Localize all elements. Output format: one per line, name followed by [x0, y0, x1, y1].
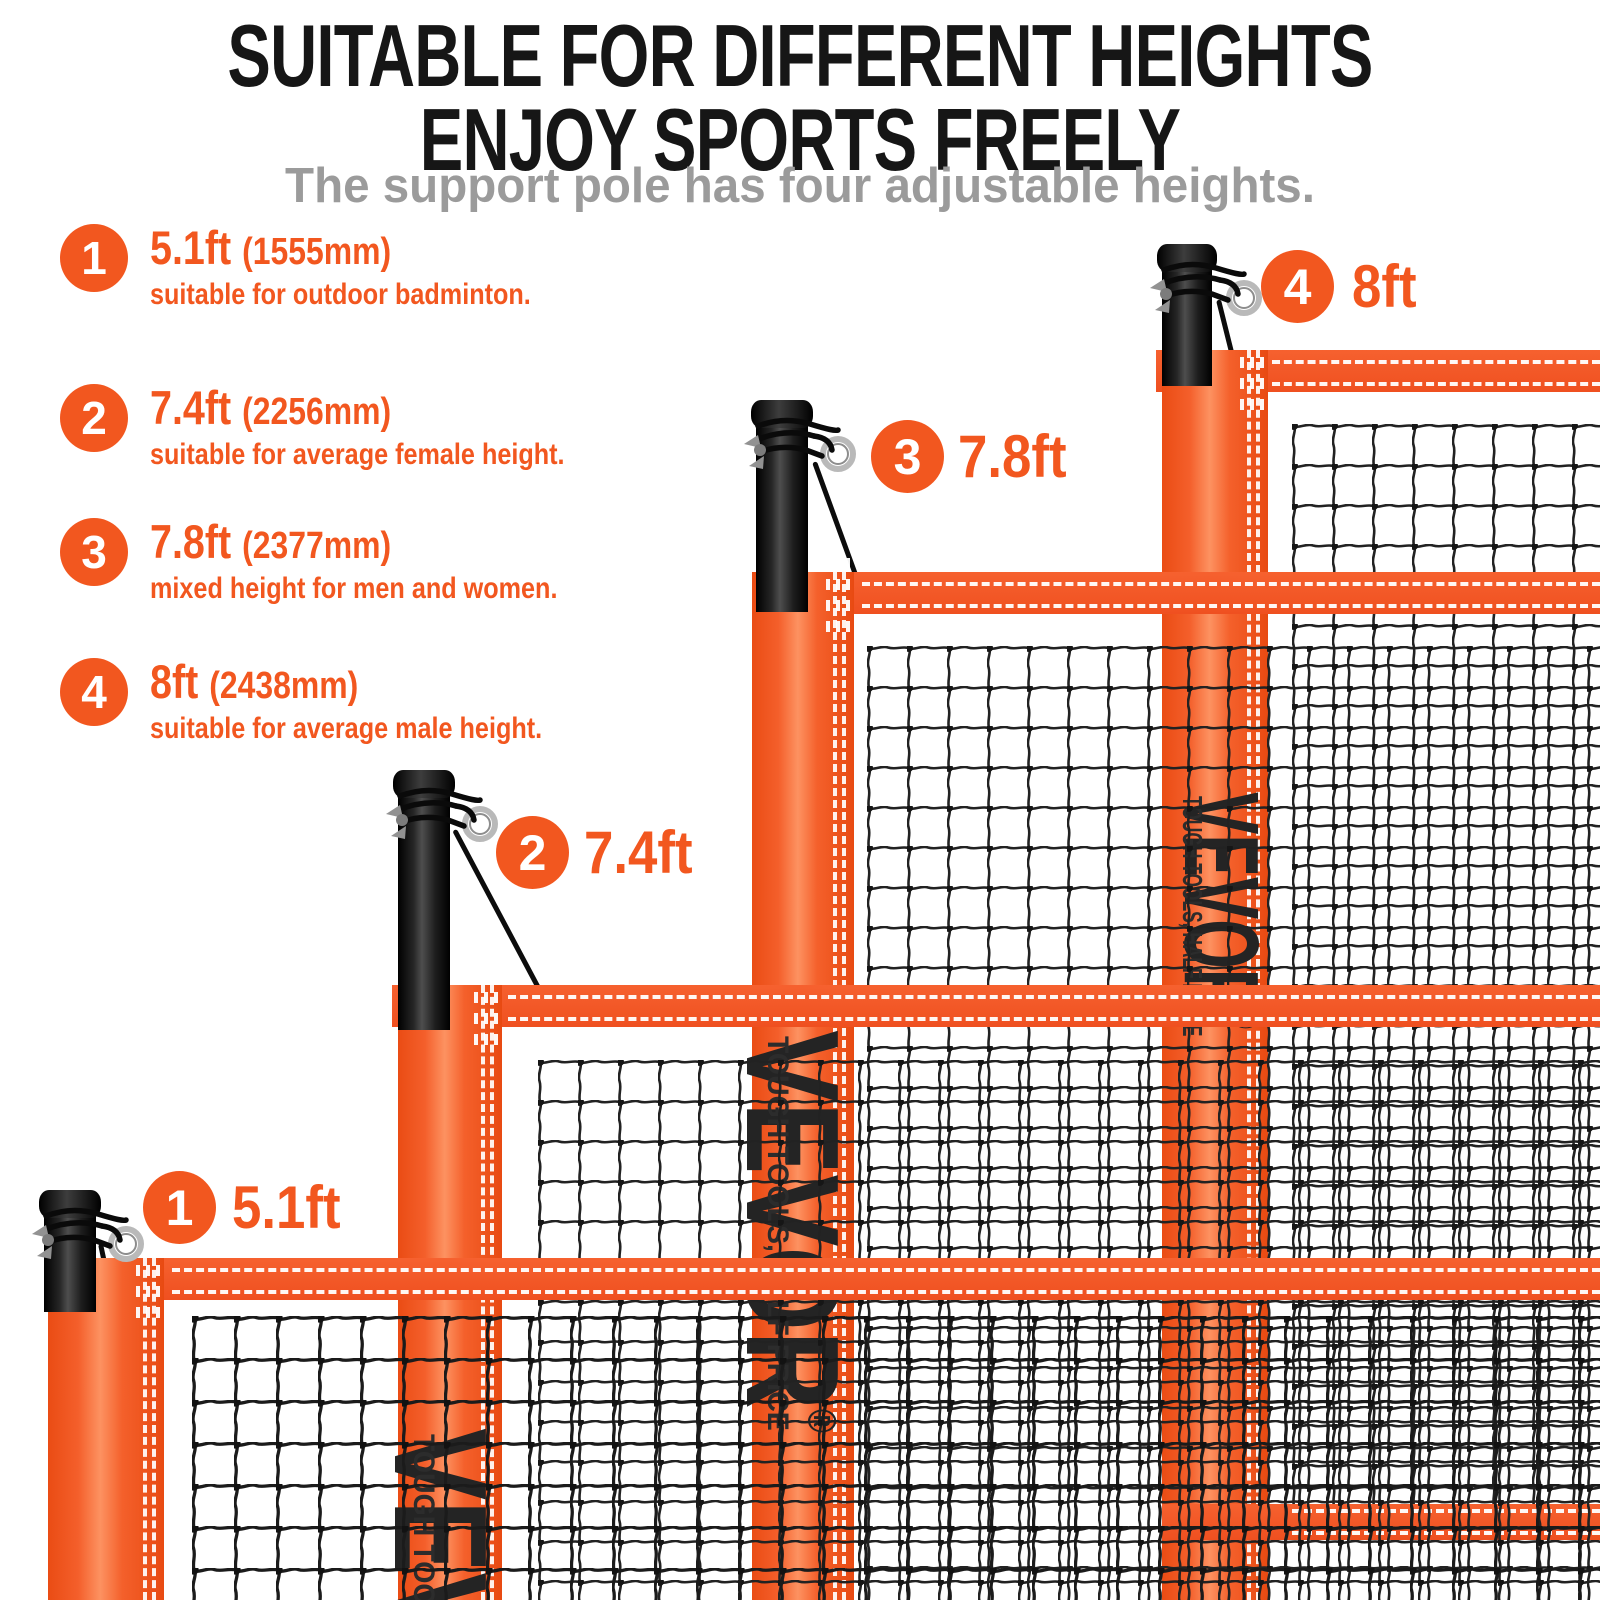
sleeve-stitch	[1240, 334, 1264, 410]
sleeve-stitch	[826, 556, 850, 632]
legend-number-badge: 1	[60, 224, 128, 292]
badge-number: 4	[1283, 258, 1312, 315]
badge-number: 3	[893, 428, 922, 485]
pole-height-badge-3: 3	[871, 420, 944, 493]
band-stitch	[172, 1268, 1600, 1294]
band-stitch	[508, 995, 1600, 1021]
legend-desc: suitable for outdoor badminton.	[150, 278, 531, 311]
legend-item-4: 4 8ft (2438mm) suitable for average male…	[60, 658, 617, 744]
legend-mm: (2256mm)	[242, 391, 392, 433]
legend-mm: (1555mm)	[242, 231, 392, 273]
badge-number: 1	[165, 1179, 194, 1236]
pole-wingnut-icon	[744, 435, 766, 469]
legend-item-2: 2 7.4ft (2256mm) suitable for average fe…	[60, 384, 644, 470]
badge-number: 2	[518, 824, 547, 881]
band-stitch	[862, 582, 1600, 608]
pole-wingnut-icon	[386, 805, 408, 839]
pole-height-badge-4: 4	[1261, 250, 1334, 323]
net-mesh	[192, 1316, 1600, 1600]
legend-height: 5.1ft	[150, 221, 232, 274]
legend-desc: suitable for average female height.	[150, 438, 565, 471]
pole-rope-icon	[386, 787, 498, 842]
legend-desc: suitable for average male height.	[150, 712, 543, 745]
legend-text: 8ft (2438mm) suitable for average male h…	[150, 658, 617, 744]
legend-height: 7.4ft	[150, 381, 232, 434]
net-pole	[751, 400, 813, 612]
legend-number-badge: 2	[60, 384, 128, 452]
page-subtitle: The support pole has four adjustable hei…	[285, 159, 1315, 213]
badge-label-4: 8ft	[1352, 253, 1417, 320]
legend-text: 5.1ft (1555mm) suitable for outdoor badm…	[150, 224, 603, 310]
legend-height: 7.8ft	[150, 515, 232, 568]
legend-number-badge: 4	[60, 658, 128, 726]
legend-height: 8ft	[150, 655, 199, 708]
pole-height-badge-2: 2	[496, 816, 569, 889]
sleeve-stitch	[474, 969, 498, 1045]
sleeve-stitch	[136, 1242, 160, 1318]
page-title-line1: SUITABLE FOR DIFFERENT HEIGHTS	[227, 6, 1373, 105]
pole-sleeve	[48, 1258, 164, 1600]
legend-mm: (2377mm)	[242, 525, 392, 567]
pole-rope-icon	[744, 417, 856, 472]
legend-item-1: 1 5.1ft (1555mm) suitable for outdoor ba…	[60, 224, 603, 310]
badge-label-2: 7.4ft	[584, 819, 693, 886]
pole-height-badge-1: 1	[143, 1171, 216, 1244]
page-title-line2: ENJOY SPORTS FREELY	[419, 90, 1181, 189]
badge-label-1: 5.1ft	[232, 1174, 341, 1241]
pole-wingnut-icon	[1150, 279, 1172, 313]
legend-number-badge: 3	[60, 518, 128, 586]
legend-item-3: 3 7.8ft (2377mm) mixed height for men an…	[60, 518, 635, 604]
pole-wingnut-icon	[32, 1225, 54, 1259]
badge-label-3: 7.8ft	[958, 423, 1067, 490]
legend-mm: (2438mm)	[209, 665, 359, 707]
pole-rope-icon	[1150, 261, 1262, 316]
legend-text: 7.4ft (2256mm) suitable for average fema…	[150, 384, 644, 470]
legend-text: 7.8ft (2377mm) mixed height for men and …	[150, 518, 635, 604]
pole-rope-icon	[32, 1207, 144, 1262]
legend-desc: mixed height for men and women.	[150, 572, 558, 605]
band-stitch	[1272, 360, 1600, 386]
